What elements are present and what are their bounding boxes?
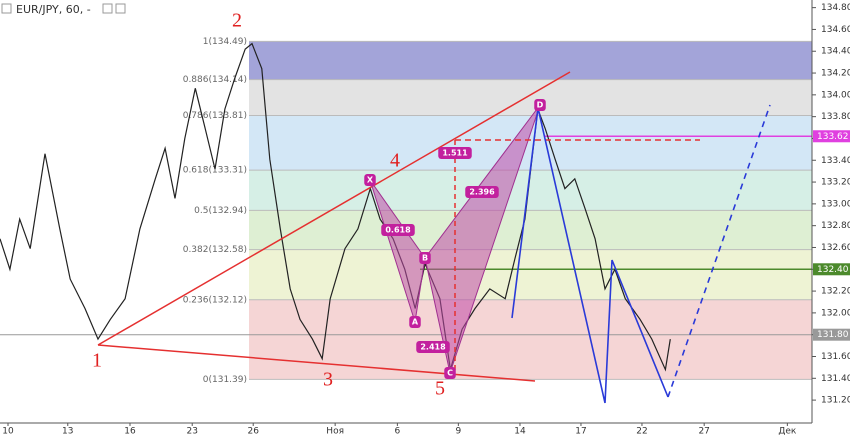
settings-icon[interactable] bbox=[115, 3, 126, 14]
ratio-label-bg bbox=[416, 341, 450, 353]
pattern-point: B bbox=[422, 254, 428, 263]
y-tick-label: 134.00 bbox=[821, 90, 850, 100]
hide-icon[interactable] bbox=[102, 3, 113, 14]
ratio-label-bg bbox=[438, 147, 472, 159]
collapse-icon[interactable] bbox=[1, 3, 12, 14]
pattern-leg bbox=[369, 179, 426, 323]
axes: 131.20131.40131.60131.80132.00132.20132.… bbox=[2, 3, 850, 436]
x-tick-label: Дек bbox=[778, 427, 797, 436]
fib-band bbox=[249, 249, 812, 300]
x-tick-label: 16 bbox=[124, 427, 136, 436]
y-tick-label: 134.20 bbox=[821, 69, 850, 79]
y-tick-label: 134.40 bbox=[821, 47, 850, 57]
projection bbox=[667, 104, 771, 398]
x-tick-label: 14 bbox=[514, 427, 526, 436]
wave-label: 2 bbox=[232, 10, 242, 32]
x-tick-label: Ноя bbox=[326, 427, 344, 436]
pattern-point: A bbox=[412, 318, 419, 327]
pattern-point-bg bbox=[409, 316, 421, 328]
fib-band bbox=[249, 79, 812, 116]
y-tick-label: 134.60 bbox=[821, 25, 850, 35]
fib-band bbox=[249, 210, 812, 250]
pattern-point-bg bbox=[534, 99, 546, 111]
y-tick-label: 133.00 bbox=[821, 199, 850, 209]
ratio-label: 0.618 bbox=[385, 226, 411, 235]
fib-band bbox=[249, 41, 812, 80]
y-tick-label: 132.60 bbox=[821, 243, 850, 253]
ratio-label: 2.396 bbox=[469, 188, 495, 197]
x-tick-label: 6 bbox=[395, 427, 401, 436]
y-axis-bg bbox=[812, 0, 850, 436]
pattern-point: C bbox=[447, 369, 453, 378]
y-tick-label: 131.40 bbox=[821, 374, 850, 384]
y-tick-label: 133.20 bbox=[821, 178, 850, 188]
wave-path bbox=[511, 107, 669, 404]
ratio-label-bg bbox=[381, 224, 415, 236]
pattern-point: D bbox=[537, 101, 544, 110]
fib-label: 0.886(134.14) bbox=[183, 75, 247, 85]
y-tick-label: 131.60 bbox=[821, 352, 850, 362]
wave-label: 1 bbox=[92, 350, 102, 372]
price-line-series bbox=[0, 42, 671, 372]
ratio-label: 2.418 bbox=[420, 343, 446, 352]
x-tick-label: 23 bbox=[186, 427, 197, 436]
x-tick-label: 26 bbox=[247, 427, 259, 436]
wave-label: 5 bbox=[435, 378, 445, 400]
fib-label: 1(134.49) bbox=[203, 37, 247, 47]
price-tag bbox=[813, 263, 850, 276]
wave-label: 4 bbox=[390, 150, 400, 172]
fib-band bbox=[249, 299, 812, 380]
y-tick-label: 132.00 bbox=[821, 308, 850, 318]
x-tick-label: 22 bbox=[636, 427, 647, 436]
pattern-point-bg bbox=[444, 367, 456, 379]
pattern-point-bg bbox=[364, 174, 376, 186]
pattern-point: X bbox=[367, 176, 374, 185]
ratio-label-bg bbox=[465, 186, 499, 198]
pattern-tags: X A B C D 1.511 2.396 0.618 2.418 bbox=[364, 99, 546, 379]
x-tick-label: 10 bbox=[2, 427, 14, 436]
y-tick-label: 133.40 bbox=[821, 156, 850, 166]
fib-label: 0.618(133.31) bbox=[183, 166, 247, 176]
fib-label: 0.786(133.81) bbox=[183, 111, 247, 121]
wave-label: 3 bbox=[323, 369, 333, 391]
x-tick-label: 9 bbox=[456, 427, 462, 436]
y-tick-label: 134.80 bbox=[821, 3, 850, 13]
y-tick-label: 132.20 bbox=[821, 287, 850, 297]
x-tick-label: 17 bbox=[575, 427, 586, 436]
price-tag bbox=[813, 130, 850, 143]
trend-line bbox=[97, 344, 536, 382]
price-tag-label: 132.40 bbox=[817, 265, 849, 275]
fib-label: 0.236(132.12) bbox=[183, 295, 247, 305]
fib-label: 0(131.39) bbox=[203, 375, 247, 385]
fib-label: 0.382(132.58) bbox=[183, 245, 247, 255]
drawings: 1 2 3 4 5 bbox=[92, 10, 771, 404]
x-tick-label: 13 bbox=[62, 427, 73, 436]
chart-title: EUR/JPY, 60, - bbox=[16, 3, 91, 16]
pattern-point-bg bbox=[419, 252, 431, 264]
price-tag-label: 133.62 bbox=[817, 132, 849, 142]
x-tick-label: 27 bbox=[698, 427, 709, 436]
y-tick-label: 131.20 bbox=[821, 396, 850, 406]
pattern-leg bbox=[424, 104, 541, 375]
y-tick-label: 132.80 bbox=[821, 221, 850, 231]
ratio-label: 1.511 bbox=[442, 149, 468, 158]
price-tag-label: 131.80 bbox=[817, 330, 849, 340]
price-tag bbox=[813, 328, 850, 341]
y-tick-label: 133.80 bbox=[821, 112, 850, 122]
trend-line bbox=[97, 71, 571, 346]
fib-label: 0.5(132.94) bbox=[194, 206, 247, 216]
